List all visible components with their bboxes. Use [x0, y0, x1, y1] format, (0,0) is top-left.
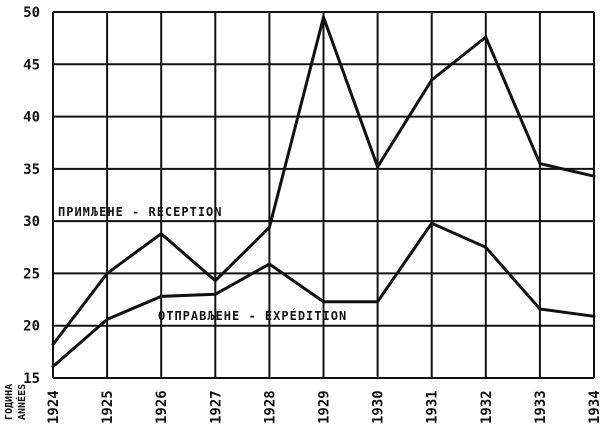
x-axis-title-line-2: ANNÉES: [15, 384, 28, 420]
y-tick-label: 40: [23, 110, 40, 126]
y-tick-label: 50: [23, 5, 40, 21]
y-tick-label: 15: [23, 371, 40, 387]
y-tick-label: 25: [23, 266, 40, 282]
y-tick-label: 35: [23, 162, 40, 178]
x-tick-label: 1930: [371, 390, 387, 424]
x-tick-label: 1927: [208, 390, 224, 424]
x-axis-ticks: 1924 1925 1926 1927 1928 1929 1930 1931 1932 1933…: [46, 390, 603, 424]
series-line-reception: [51, 12, 596, 346]
x-tick-label: 1932: [479, 390, 495, 424]
y-tick-label: 20: [23, 319, 40, 335]
x-axis-title: ГОДИНА ANNÉES: [4, 384, 28, 420]
series-label-reception: ПРИМЉЕНЕ - RECEPTION: [58, 205, 223, 219]
grid: [52, 11, 595, 379]
x-tick-label: 1933: [533, 390, 549, 424]
x-axis-title-line-1: ГОДИНА: [4, 384, 15, 420]
x-tick-label: 1931: [425, 390, 441, 424]
x-tick-label: 1929: [317, 390, 333, 424]
series-label-expedition: ОТПРАВЉЕНЕ - EXPÉDITION: [158, 308, 347, 323]
x-tick-label: 1928: [262, 390, 278, 424]
series-line-expedition: [51, 221, 596, 368]
x-tick-label: 1926: [154, 390, 170, 424]
y-tick-label: 45: [23, 57, 40, 73]
series-group: [51, 12, 596, 368]
x-tick-label: 1934: [587, 390, 603, 424]
x-tick-label: 1925: [100, 390, 116, 424]
y-axis-ticks: 15 20 25 30 35 40 45 50: [23, 5, 40, 387]
y-tick-label: 30: [23, 214, 40, 230]
x-tick-label: 1924: [46, 390, 62, 424]
